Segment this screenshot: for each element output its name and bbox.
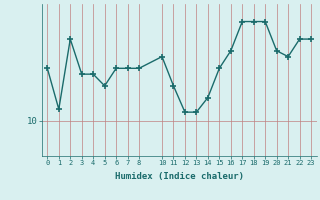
X-axis label: Humidex (Indice chaleur): Humidex (Indice chaleur) bbox=[115, 172, 244, 181]
